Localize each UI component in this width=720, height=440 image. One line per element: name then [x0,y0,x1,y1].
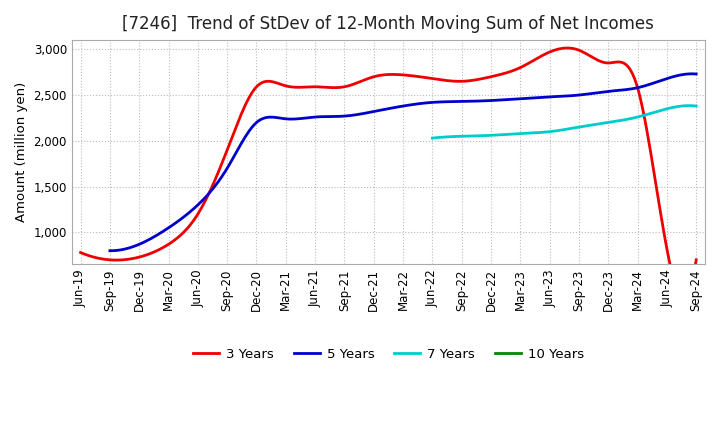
Y-axis label: Amount (million yen): Amount (million yen) [15,82,28,222]
7 Years [585,123,594,128]
5 Years [107,248,116,253]
3 Years [76,250,85,255]
7 Years [429,136,438,141]
3 Years [443,78,451,83]
5 Years [639,84,647,89]
3 Years [636,97,645,102]
5 Years [602,89,611,94]
Line: 5 Years: 5 Years [110,74,696,251]
7 Years [584,123,593,128]
Line: 7 Years: 7 Years [433,106,696,138]
7 Years [650,110,659,115]
3 Years [597,59,606,64]
5 Years [456,99,465,104]
5 Years [109,248,118,253]
3 Years [680,297,688,302]
7 Years [667,105,676,110]
Legend: 3 Years, 5 Years, 7 Years, 10 Years: 3 Years, 5 Years, 7 Years, 10 Years [188,343,589,367]
Line: 3 Years: 3 Years [81,48,696,300]
3 Years [562,45,571,51]
7 Years [692,103,701,109]
Title: [7246]  Trend of StDev of 12-Month Moving Sum of Net Incomes: [7246] Trend of StDev of 12-Month Moving… [122,15,654,33]
5 Years [467,99,475,104]
7 Years [685,103,693,108]
3 Years [692,257,701,263]
3 Years [453,79,462,84]
5 Years [106,248,114,253]
7 Years [590,122,598,127]
5 Years [688,71,697,77]
3 Years [78,251,87,256]
5 Years [692,71,701,77]
3 Years [441,78,449,83]
5 Years [454,99,463,104]
7 Years [428,136,437,141]
